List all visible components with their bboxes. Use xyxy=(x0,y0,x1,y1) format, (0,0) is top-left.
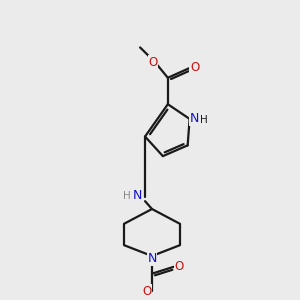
Text: H: H xyxy=(200,115,207,125)
Text: O: O xyxy=(174,260,183,273)
Text: O: O xyxy=(190,61,199,74)
Text: O: O xyxy=(148,56,158,69)
Text: N: N xyxy=(147,253,157,266)
Text: O: O xyxy=(142,285,152,298)
Text: H: H xyxy=(123,191,131,201)
Text: N: N xyxy=(132,189,142,202)
Text: N: N xyxy=(190,112,199,125)
